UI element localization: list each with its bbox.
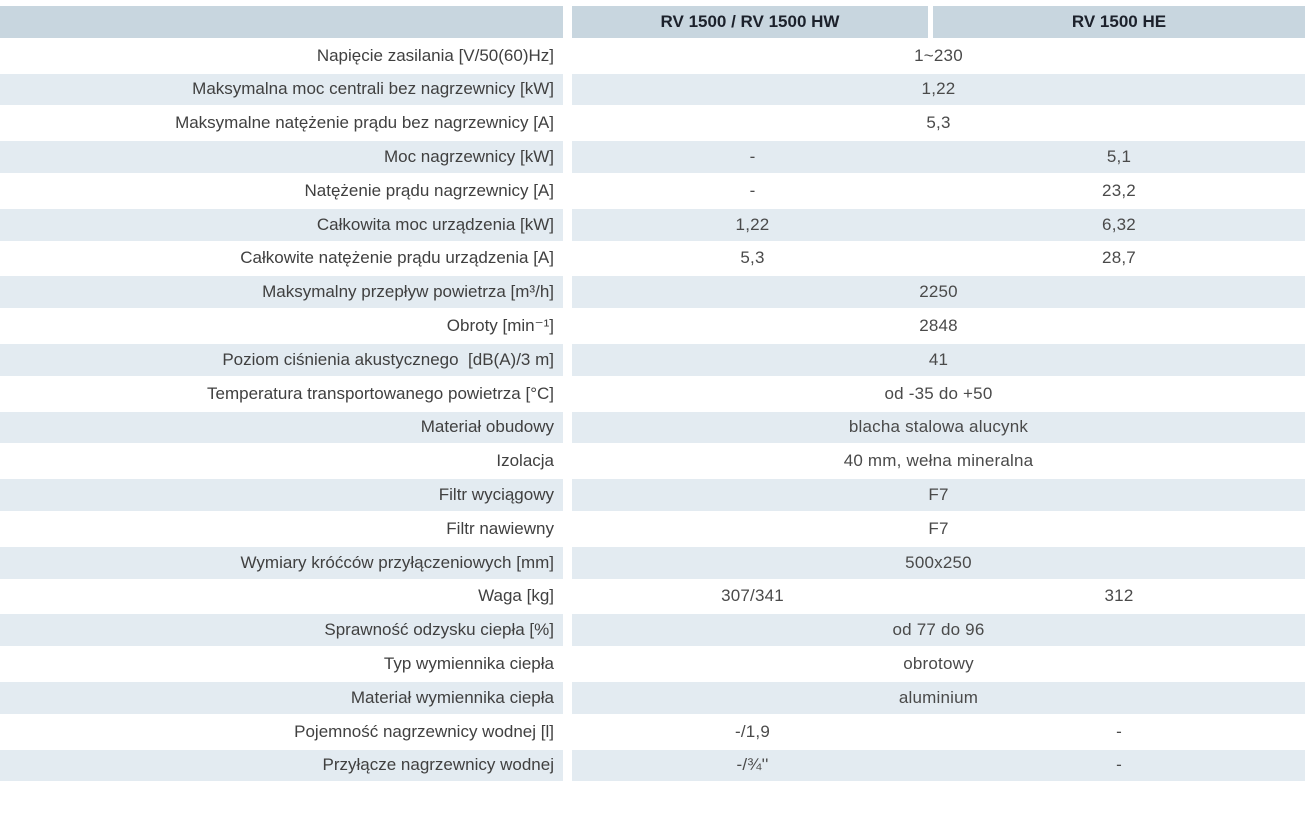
row-label: Izolacja	[0, 445, 572, 480]
table-row: Izolacja 40 mm, wełna mineralna	[0, 445, 1305, 480]
row-label: Materiał obudowy	[0, 411, 572, 446]
row-label: Temperatura transportowanego powietrza […	[0, 377, 572, 412]
table-row: Materiał wymiennika ciepła aluminium	[0, 681, 1305, 716]
row-label: Przyłącze nagrzewnicy wodnej	[0, 749, 572, 784]
row-value-col2: 6,32	[933, 208, 1305, 243]
row-label: Materiał wymiennika ciepła	[0, 681, 572, 716]
table-row: Poziom ciśnienia akustycznego [dB(A)/3 m…	[0, 343, 1305, 378]
table-row: Typ wymiennika ciepła obrotowy	[0, 648, 1305, 682]
row-value-merged: 40 mm, wełna mineralna	[572, 445, 1305, 480]
table-row: Moc nagrzewnicy [kW] -5,1	[0, 141, 1305, 175]
row-label: Napięcie zasilania [V/50(60)Hz]	[0, 39, 572, 74]
row-value-col2: -	[933, 715, 1305, 750]
row-label: Maksymalne natężenie prądu bez nagrzewni…	[0, 107, 572, 142]
row-value-col2: -	[933, 749, 1305, 784]
spec-table: RV 1500 / RV 1500 HW RV 1500 HE Napięcie…	[0, 6, 1305, 784]
table-row: Przyłącze nagrzewnicy wodnej -/¾'' -	[0, 749, 1305, 784]
row-value-col1: 5,3	[572, 242, 933, 277]
row-label: Obroty [min⁻¹]	[0, 310, 572, 344]
row-value-merged: F7	[572, 479, 1305, 513]
row-label: Całkowita moc urządzenia [kW]	[0, 208, 572, 243]
row-label: Sprawność odzysku ciepła [%]	[0, 614, 572, 649]
header-row: RV 1500 / RV 1500 HW RV 1500 HE	[0, 6, 1305, 40]
column-header-rv1500-he: RV 1500 HE	[933, 6, 1305, 40]
row-label: Poziom ciśnienia akustycznego [dB(A)/3 m…	[0, 343, 572, 378]
row-label: Typ wymiennika ciepła	[0, 648, 572, 682]
row-value-col2: 23,2	[933, 174, 1305, 209]
row-label: Całkowite natężenie prądu urządzenia [A]	[0, 242, 572, 277]
row-value-merged: aluminium	[572, 681, 1305, 716]
table-row: Filtr nawiewny F7	[0, 512, 1305, 547]
table-row: Obroty [min⁻¹] 2848	[0, 310, 1305, 344]
row-value-merged: od -35 do +50	[572, 377, 1305, 412]
row-value-merged: 41	[572, 343, 1305, 378]
table-row: Sprawność odzysku ciepła [%] od 77 do 96	[0, 614, 1305, 649]
table-row: Maksymalny przepływ powietrza [m³/h] 2250	[0, 276, 1305, 311]
row-value-merged: F7	[572, 512, 1305, 547]
table-row: Pojemność nagrzewnicy wodnej [l] -/1,9-	[0, 715, 1305, 750]
row-value-col2: 312	[933, 580, 1305, 615]
row-value-col2: 5,1	[933, 141, 1305, 175]
row-value-col1: 1,22	[572, 208, 933, 243]
table-row: Maksymalne natężenie prądu bez nagrzewni…	[0, 107, 1305, 142]
row-value-col1: -/¾''	[572, 749, 933, 784]
row-label: Natężenie prądu nagrzewnicy [A]	[0, 174, 572, 209]
row-value-merged: 1,22	[572, 73, 1305, 108]
row-value-col1: -/1,9	[572, 715, 933, 750]
row-value-col2: 28,7	[933, 242, 1305, 277]
row-value-merged: 500x250	[572, 546, 1305, 581]
row-label: Maksymalna moc centrali bez nagrzewnicy …	[0, 73, 572, 108]
table-row: Temperatura transportowanego powietrza […	[0, 377, 1305, 412]
spec-table-header: RV 1500 / RV 1500 HW RV 1500 HE	[0, 6, 1305, 40]
row-value-merged: blacha stalowa alucynk	[572, 411, 1305, 446]
table-row: Filtr wyciągowy F7	[0, 479, 1305, 513]
row-label: Moc nagrzewnicy [kW]	[0, 141, 572, 175]
row-value-merged: od 77 do 96	[572, 614, 1305, 649]
row-value-merged: 2848	[572, 310, 1305, 344]
table-row: Całkowite natężenie prądu urządzenia [A]…	[0, 242, 1305, 277]
row-label: Pojemność nagrzewnicy wodnej [l]	[0, 715, 572, 750]
table-row: Napięcie zasilania [V/50(60)Hz] 1~230	[0, 39, 1305, 74]
row-value-merged: obrotowy	[572, 648, 1305, 682]
row-label: Filtr wyciągowy	[0, 479, 572, 513]
table-row: Maksymalna moc centrali bez nagrzewnicy …	[0, 73, 1305, 108]
row-label: Filtr nawiewny	[0, 512, 572, 547]
row-label: Maksymalny przepływ powietrza [m³/h]	[0, 276, 572, 311]
table-row: Całkowita moc urządzenia [kW] 1,22 6,32	[0, 208, 1305, 243]
row-label: Wymiary króćców przyłączeniowych [mm]	[0, 546, 572, 581]
row-value-merged: 2250	[572, 276, 1305, 311]
header-corner-cell	[0, 6, 572, 40]
table-row: Wymiary króćców przyłączeniowych [mm] 500…	[0, 546, 1305, 581]
table-row: Materiał obudowy blacha stalowa alucynk	[0, 411, 1305, 446]
table-row: Waga [kg] 307/341 312	[0, 580, 1305, 615]
column-header-rv1500-hw: RV 1500 / RV 1500 HW	[572, 6, 933, 40]
row-label: Waga [kg]	[0, 580, 572, 615]
row-value-col1: -	[572, 174, 933, 209]
row-value-merged: 1~230	[572, 39, 1305, 74]
row-value-merged: 5,3	[572, 107, 1305, 142]
row-value-col1: 307/341	[572, 580, 933, 615]
table-row: Natężenie prądu nagrzewnicy [A] -23,2	[0, 174, 1305, 209]
spec-table-body: Napięcie zasilania [V/50(60)Hz] 1~230 Maks…	[0, 39, 1305, 784]
row-value-col1: -	[572, 141, 933, 175]
